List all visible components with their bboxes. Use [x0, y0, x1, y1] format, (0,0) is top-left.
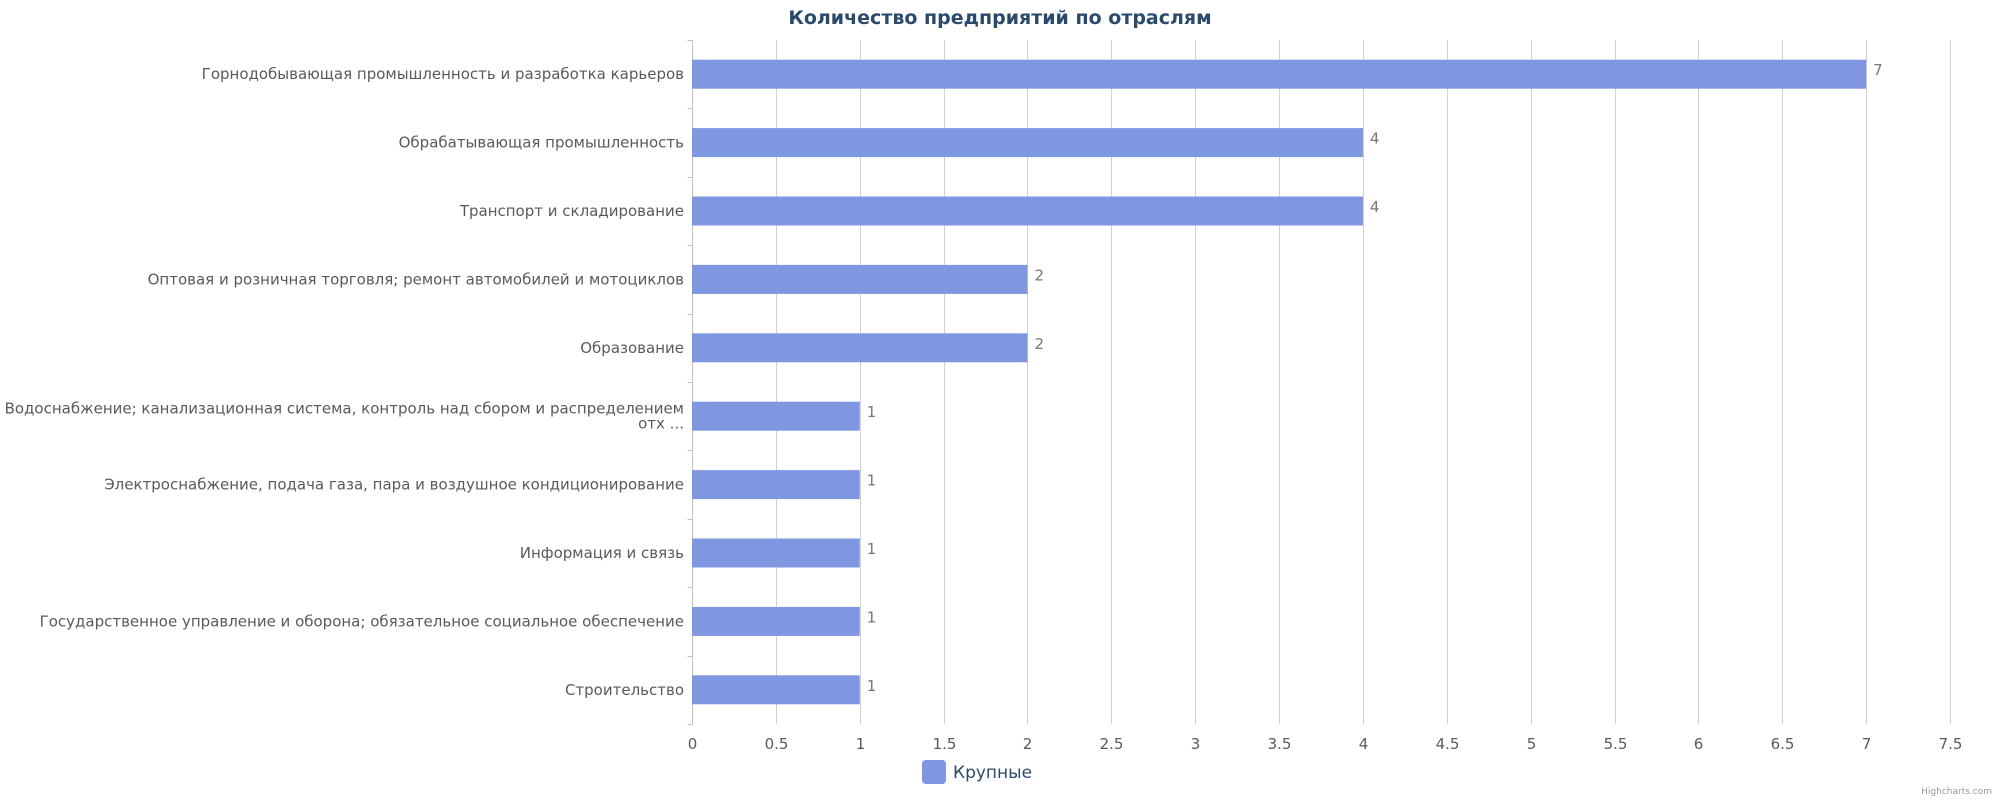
x-tick-label: 6	[1694, 735, 1704, 753]
category-label: Водоснабжение; канализационная система, …	[5, 400, 684, 433]
data-label: 1	[867, 403, 877, 421]
data-label: 1	[867, 677, 877, 695]
category-label: Горнодобывающая промышленность и разрабо…	[202, 65, 684, 83]
x-tick-label: 4	[1359, 735, 1369, 753]
category-label: Обрабатывающая промышленность	[399, 134, 684, 152]
x-tick-label: 5	[1527, 735, 1537, 753]
bars	[692, 59, 1867, 705]
credits[interactable]: Highcharts.com	[1921, 787, 1992, 797]
bar	[692, 401, 860, 431]
category-label: Электроснабжение, подача газа, пара и во…	[104, 476, 684, 494]
x-tick-label: 3.5	[1268, 735, 1292, 753]
bar	[692, 59, 1867, 89]
data-label: 4	[1370, 130, 1380, 148]
x-tick-label: 7.5	[1939, 735, 1963, 753]
x-tick-label: 2.5	[1100, 735, 1124, 753]
chart-title: Количество предприятий по отраслям	[788, 7, 1211, 29]
x-tick-label: 2	[1023, 735, 1033, 753]
legend-item-label[interactable]: Крупные	[953, 763, 1032, 783]
x-tick-label: 5.5	[1604, 735, 1628, 753]
data-label: 4	[1370, 198, 1380, 216]
data-label: 7	[1873, 61, 1883, 79]
bar	[692, 470, 860, 500]
x-tick-label: 6.5	[1771, 735, 1795, 753]
x-tick-label: 0.5	[765, 735, 789, 753]
data-label: 1	[867, 472, 877, 490]
x-tick-label: 4.5	[1436, 735, 1460, 753]
bar	[692, 128, 1363, 158]
labels: 0 0.5 1 1.5 2 2.5 3 3.5 4 4.5 5 5.5 6 6.5 7 7.5 7 Горнодо…	[5, 61, 1963, 753]
x-tick-label: 7	[1862, 735, 1872, 753]
category-label: Образование	[580, 339, 684, 357]
data-label: 1	[867, 608, 877, 626]
legend-swatch[interactable]	[922, 760, 946, 784]
data-label: 1	[867, 540, 877, 558]
category-label: Государственное управление и оборона; об…	[40, 612, 684, 630]
bar	[692, 538, 860, 568]
bar	[692, 333, 1028, 363]
category-axis	[687, 40, 693, 725]
data-label: 2	[1034, 266, 1044, 284]
data-label: 2	[1034, 335, 1044, 353]
x-tick-label: 3	[1191, 735, 1201, 753]
x-tick-label: 1.5	[933, 735, 957, 753]
x-tick-label: 0	[688, 735, 698, 753]
category-label: Транспорт и складирование	[459, 202, 684, 220]
category-label: Строительство	[565, 681, 684, 699]
bar	[692, 606, 860, 636]
legend[interactable]: Крупные	[922, 760, 1032, 784]
bar	[692, 264, 1028, 294]
x-tick-label: 1	[856, 735, 866, 753]
category-label: Информация и связь	[520, 544, 684, 562]
bar	[692, 196, 1363, 226]
bar	[692, 675, 860, 705]
category-label: Оптовая и розничная торговля; ремонт авт…	[148, 270, 684, 288]
